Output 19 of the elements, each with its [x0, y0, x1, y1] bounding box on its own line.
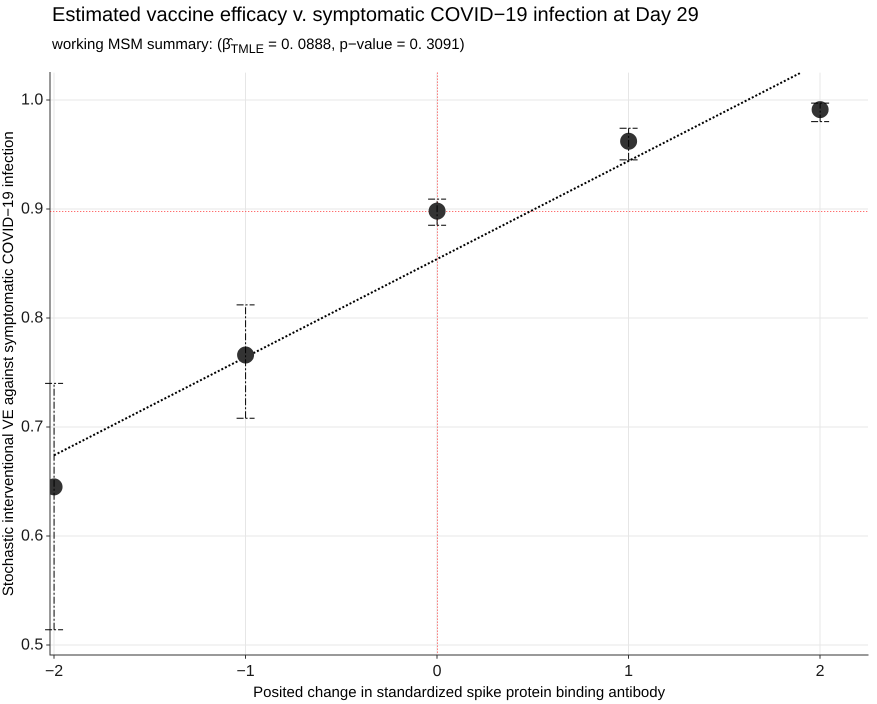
y-axis-title: Stochastic interventional VE against symptomatic COVID−19 infection — [0, 131, 18, 596]
y-tick-label: 0.5 — [20, 636, 44, 654]
y-tick-label: 0.8 — [20, 309, 44, 326]
x-tick-label: −1 — [236, 662, 255, 680]
x-tick-label: −2 — [44, 662, 64, 680]
point — [620, 132, 638, 150]
x-axis-title: Posited change in standardized spike protein binding antibody — [253, 684, 666, 702]
y-tick-label: 1.0 — [20, 91, 44, 108]
point — [428, 202, 446, 220]
x-tick-label: 1 — [624, 662, 634, 680]
point — [812, 101, 829, 118]
point — [237, 346, 254, 364]
y-tick-label: 0.7 — [20, 418, 44, 436]
chart-subtitle: working MSM summary: (β̂$_{TMLE}$ = 0. 0888, p−value = 0. 3091) — [52, 36, 465, 56]
x-tick-label: 2 — [816, 662, 825, 680]
y-tick-label: 0.9 — [20, 200, 44, 218]
y-tick-label: 0.6 — [20, 527, 44, 544]
chart-title: Estimated vaccine efficacy v. symptomatic COVID−19 infection at Day 29 — [52, 4, 699, 27]
x-tick-label: 0 — [432, 662, 442, 680]
